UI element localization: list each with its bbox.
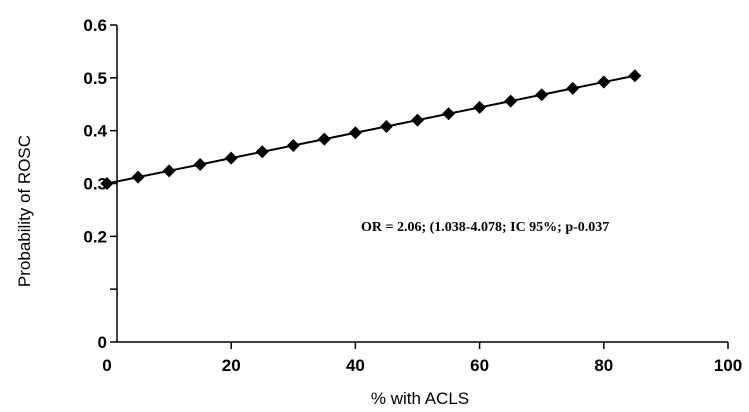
data-point — [504, 94, 518, 108]
data-point — [162, 164, 176, 178]
data-point — [473, 100, 487, 114]
y-tick-label: 0.6 — [83, 16, 107, 35]
data-point — [224, 151, 238, 165]
data-point — [255, 145, 269, 159]
data-point — [100, 177, 114, 190]
data-point — [131, 170, 145, 184]
y-tick-label: 0.4 — [83, 122, 107, 141]
x-tick-label: 20 — [222, 356, 241, 375]
y-axis-title: Probability of ROSC — [15, 135, 34, 287]
x-tick-label: 80 — [594, 356, 613, 375]
x-tick-label: 0 — [102, 356, 111, 375]
y-tick-label: 0.5 — [83, 69, 107, 88]
y-tick-label: 0 — [98, 333, 107, 352]
x-tick-label: 60 — [470, 356, 489, 375]
x-axis-title: % with ACLS — [371, 389, 469, 408]
x-ticks: 0 20 40 60 80 100 — [102, 342, 742, 375]
data-point — [597, 75, 611, 89]
data-point — [286, 138, 300, 152]
annotation-text: OR = 2.06; (1.038-4.078; IC 95%; p-0.037 — [361, 220, 609, 235]
data-point — [411, 113, 424, 127]
data-point — [628, 69, 642, 83]
data-point — [535, 88, 549, 102]
y-ticks: 0 0.2 0.3 0.4 0.5 0.6 — [83, 16, 117, 352]
x-tick-label: 100 — [714, 356, 742, 375]
y-tick-label: 0.2 — [83, 227, 107, 246]
y-tick-label: 0.3 — [83, 175, 107, 194]
data-point — [566, 81, 580, 95]
series-layer — [100, 69, 642, 190]
series-line — [106, 74, 636, 185]
data-point — [193, 157, 207, 171]
x-tick-label: 40 — [346, 356, 365, 375]
data-point — [442, 107, 456, 121]
data-point — [348, 126, 362, 140]
data-point — [317, 132, 331, 146]
data-point — [379, 119, 393, 133]
